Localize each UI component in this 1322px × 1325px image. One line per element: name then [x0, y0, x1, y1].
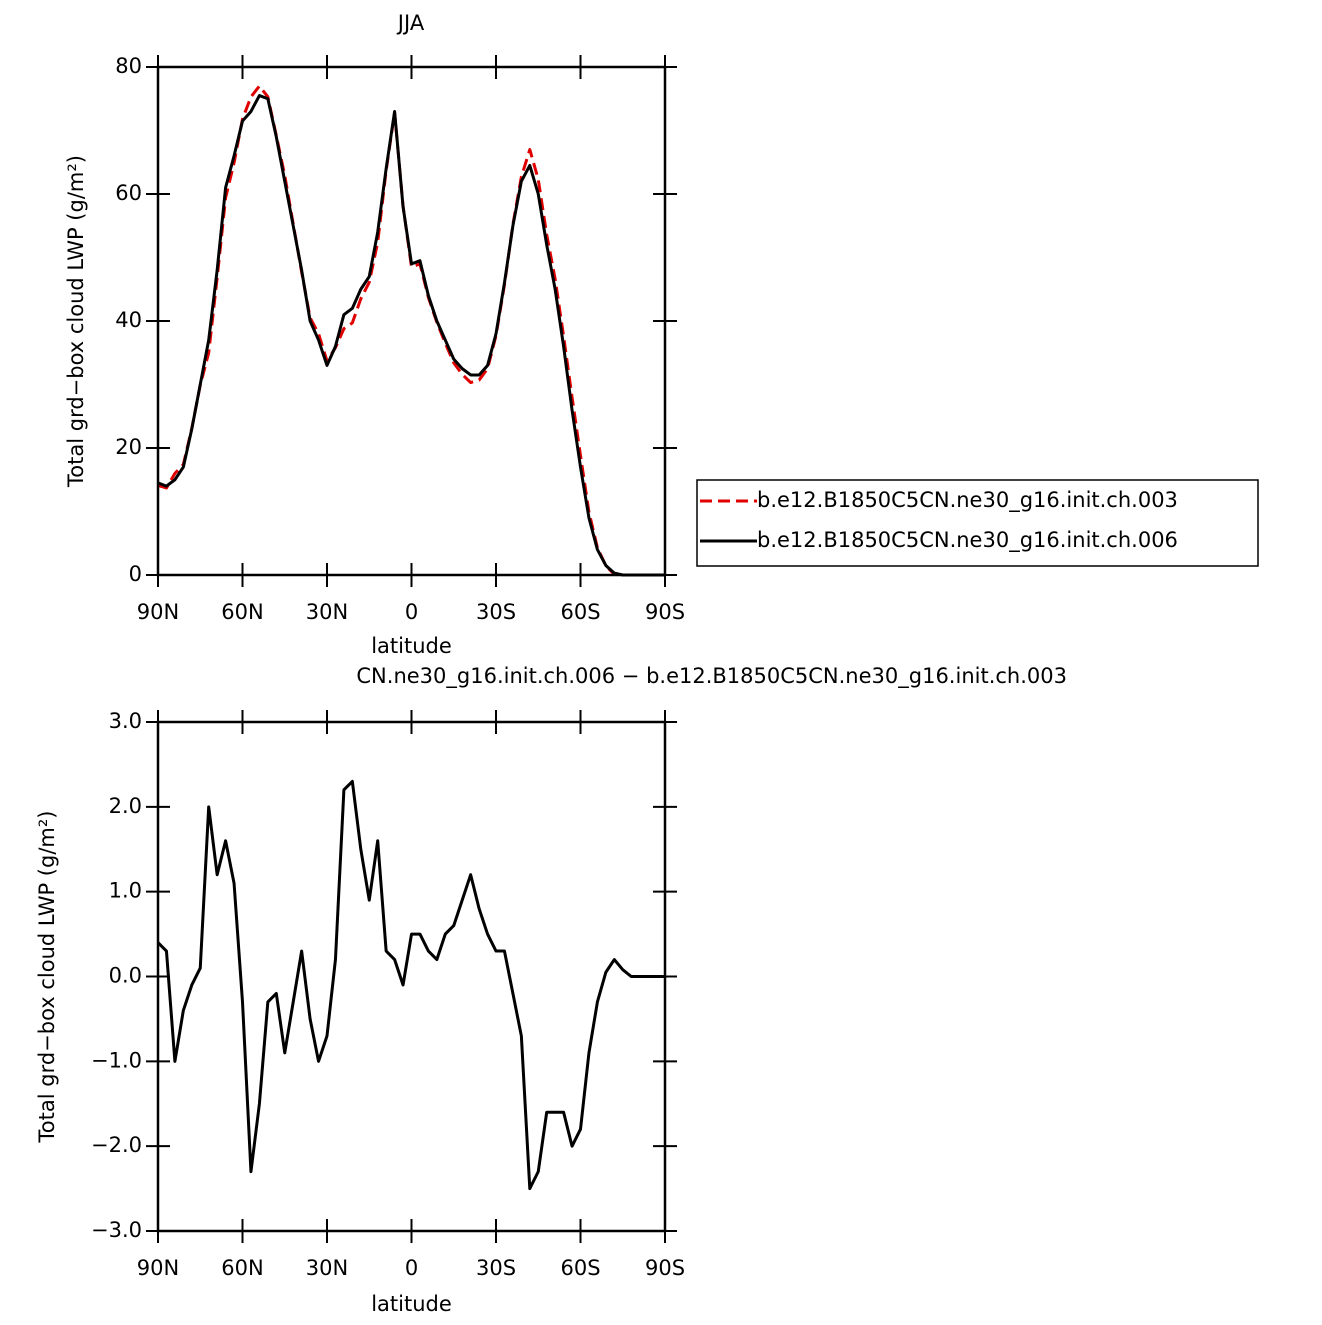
x-tick-label: 0 [405, 1256, 418, 1280]
x-tick-label: 60S [560, 600, 600, 624]
y-tick-label: 0.0 [109, 964, 142, 988]
legend-label: b.e12.B1850C5CN.ne30_g16.init.ch.003 [757, 488, 1178, 513]
x-tick-label: 90N [137, 600, 179, 624]
x-axis-label: latitude [371, 1292, 452, 1316]
data-line [156, 779, 665, 1191]
y-tick-label: 3.0 [109, 709, 142, 733]
x-tick-label: 90N [137, 1256, 179, 1280]
x-tick-label: 30S [476, 1256, 516, 1280]
chart-title: JJA [396, 11, 425, 35]
x-tick-label: 0 [405, 600, 418, 624]
x-tick-label: 30N [306, 600, 348, 624]
y-tick-label: 0 [129, 562, 142, 586]
x-axis-label: latitude [371, 634, 452, 658]
y-tick-label: −2.0 [91, 1133, 142, 1157]
y-tick-label: 2.0 [109, 794, 142, 818]
plot-frame [156, 65, 667, 577]
legend-box [696, 479, 1259, 567]
y-tick-label: −1.0 [91, 1048, 142, 1072]
data-line [157, 94, 665, 577]
y-tick-label: 40 [115, 308, 142, 332]
y-tick-label: 80 [115, 54, 142, 78]
y-tick-label: 60 [115, 181, 142, 205]
y-tick-label: 20 [115, 435, 142, 459]
x-tick-label: 30S [476, 600, 516, 624]
legend-label: b.e12.B1850C5CN.ne30_g16.init.ch.006 [757, 528, 1178, 553]
x-tick-label: 60S [560, 1256, 600, 1280]
x-tick-label: 60N [221, 1256, 263, 1280]
y-tick-label: 1.0 [109, 879, 142, 903]
plot-frame [156, 720, 667, 1233]
y-axis-label: Total grd−box cloud LWP (g/m²) [64, 155, 88, 488]
x-tick-label: 30N [306, 1256, 348, 1280]
y-axis-label: Total grd−box cloud LWP (g/m²) [35, 811, 59, 1144]
y-tick-label: −3.0 [91, 1218, 142, 1242]
chart-title: CN.ne30_g16.init.ch.006 − b.e12.B1850C5C… [356, 664, 1067, 689]
x-tick-label: 90S [645, 600, 685, 624]
x-tick-label: 60N [221, 600, 263, 624]
x-tick-label: 90S [645, 1256, 685, 1280]
